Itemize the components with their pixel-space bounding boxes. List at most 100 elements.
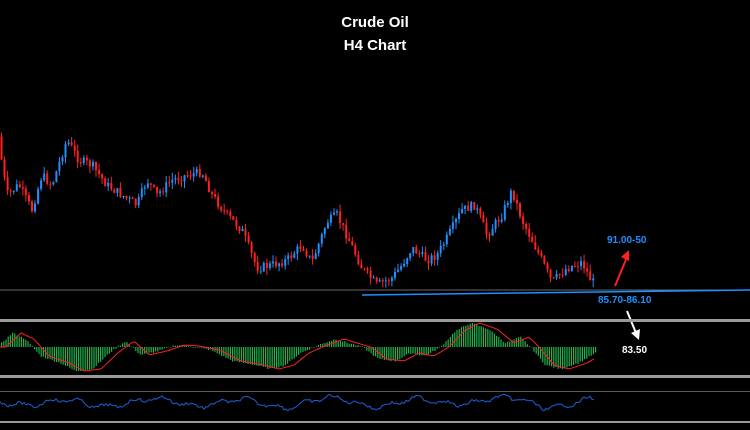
candle-body-176 <box>537 249 540 253</box>
macd-bar-50 <box>111 347 113 352</box>
macd-bar-196 <box>432 347 434 351</box>
macd-bar-233 <box>513 339 515 347</box>
candle-body-86 <box>262 262 265 272</box>
macd-bar-126 <box>278 347 280 368</box>
macd-bar-215 <box>474 323 476 347</box>
candle-body-171 <box>522 216 525 224</box>
candle-body-62 <box>189 175 192 177</box>
macd-bar-258 <box>568 347 570 367</box>
macd-bar-213 <box>469 323 471 347</box>
macd-bar-15 <box>34 347 36 350</box>
macd-bar-162 <box>357 345 359 347</box>
macd-bar-21 <box>47 347 49 360</box>
candle-body-125 <box>381 280 384 282</box>
candle-body-95 <box>290 255 293 258</box>
macd-bar-189 <box>416 347 418 355</box>
macd-bar-173 <box>381 347 383 359</box>
candle-body-17 <box>52 182 55 185</box>
macd-bar-90 <box>199 347 201 348</box>
macd-bar-197 <box>434 347 436 351</box>
macd-bar-218 <box>480 326 482 347</box>
candle-body-54 <box>165 182 168 193</box>
candle-body-184 <box>561 274 564 276</box>
macd-bar-87 <box>192 347 194 348</box>
macd-bar-223 <box>491 331 493 347</box>
macd-bar-242 <box>533 347 535 352</box>
candle-body-112 <box>342 223 345 225</box>
candle-body-107 <box>326 222 329 229</box>
candle-body-118 <box>360 264 363 269</box>
candle-body-63 <box>192 173 195 177</box>
macd-bar-56 <box>124 342 126 347</box>
macd-bar-250 <box>551 347 553 367</box>
target-up-label: 91.00-50 <box>607 235 647 246</box>
candle-body-178 <box>543 256 546 264</box>
candle-body-162 <box>494 220 497 229</box>
macd-bar-180 <box>397 347 399 361</box>
candle-body-188 <box>573 265 576 267</box>
candle-body-66 <box>201 175 204 177</box>
macd-bar-107 <box>236 347 238 362</box>
macd-bar-211 <box>465 325 467 347</box>
candle-body-81 <box>247 235 250 243</box>
macd-bar-226 <box>498 337 500 347</box>
macd-bar-190 <box>419 347 421 356</box>
candle-body-77 <box>235 219 238 227</box>
candle-body-122 <box>372 277 375 279</box>
candle-body-127 <box>387 280 390 282</box>
candle-body-78 <box>238 226 241 232</box>
macd-bar-80 <box>177 345 179 347</box>
macd-bar-175 <box>386 347 388 360</box>
candle-body-38 <box>116 188 119 193</box>
candle-body-65 <box>198 169 201 177</box>
candle-body-189 <box>577 266 579 268</box>
candle-body-44 <box>134 198 137 206</box>
macd-bar-77 <box>170 347 172 348</box>
candle-body-161 <box>491 229 494 236</box>
macd-bar-240 <box>529 346 531 347</box>
macd-bar-270 <box>595 347 597 353</box>
macd-bar-256 <box>564 347 566 368</box>
macd-bar-114 <box>251 347 253 365</box>
candle-body-140 <box>427 260 430 264</box>
macd-bar-33 <box>73 347 75 370</box>
candle-body-34 <box>104 178 107 187</box>
macd-bar-76 <box>168 346 170 348</box>
candle-body-55 <box>168 182 171 184</box>
macd-bar-161 <box>355 345 357 347</box>
macd-bar-187 <box>412 347 414 354</box>
macd-bar-247 <box>544 347 546 365</box>
candle-body-26 <box>79 162 82 164</box>
candle-body-7 <box>21 187 24 189</box>
macd-bar-16 <box>36 347 38 352</box>
macd-bar-245 <box>540 347 542 359</box>
macd-bar-267 <box>588 347 590 357</box>
rsi-panel-bottom-separator <box>0 421 750 423</box>
macd-bar-204 <box>449 336 451 347</box>
macd-bar-122 <box>269 347 271 369</box>
macd-bar-51 <box>113 347 115 349</box>
candle-body-43 <box>131 197 134 199</box>
macd-bar-219 <box>482 327 484 347</box>
macd-bar-135 <box>298 347 300 355</box>
macd-bar-184 <box>405 347 407 355</box>
candle-body-108 <box>329 214 332 223</box>
macd-bar-70 <box>155 347 157 352</box>
candle-body-92 <box>281 263 284 266</box>
chart-subtitle: H4 Chart <box>344 37 407 54</box>
macd-bar-117 <box>258 347 260 366</box>
macd-bar-232 <box>511 340 513 347</box>
macd-bar-98 <box>216 347 218 354</box>
candle-body-83 <box>253 253 256 263</box>
candle-body-157 <box>479 208 482 216</box>
macd-bar-150 <box>331 340 333 347</box>
candle-body-79 <box>241 228 244 232</box>
macd-bar-60 <box>133 347 135 348</box>
macd-bar-73 <box>161 347 163 350</box>
macd-bar-111 <box>245 347 247 364</box>
macd-bar-225 <box>496 336 498 347</box>
candle-body-139 <box>424 252 427 261</box>
macd-bar-163 <box>359 346 361 347</box>
candle-body-187 <box>570 265 573 271</box>
macd-bar-262 <box>577 347 579 364</box>
